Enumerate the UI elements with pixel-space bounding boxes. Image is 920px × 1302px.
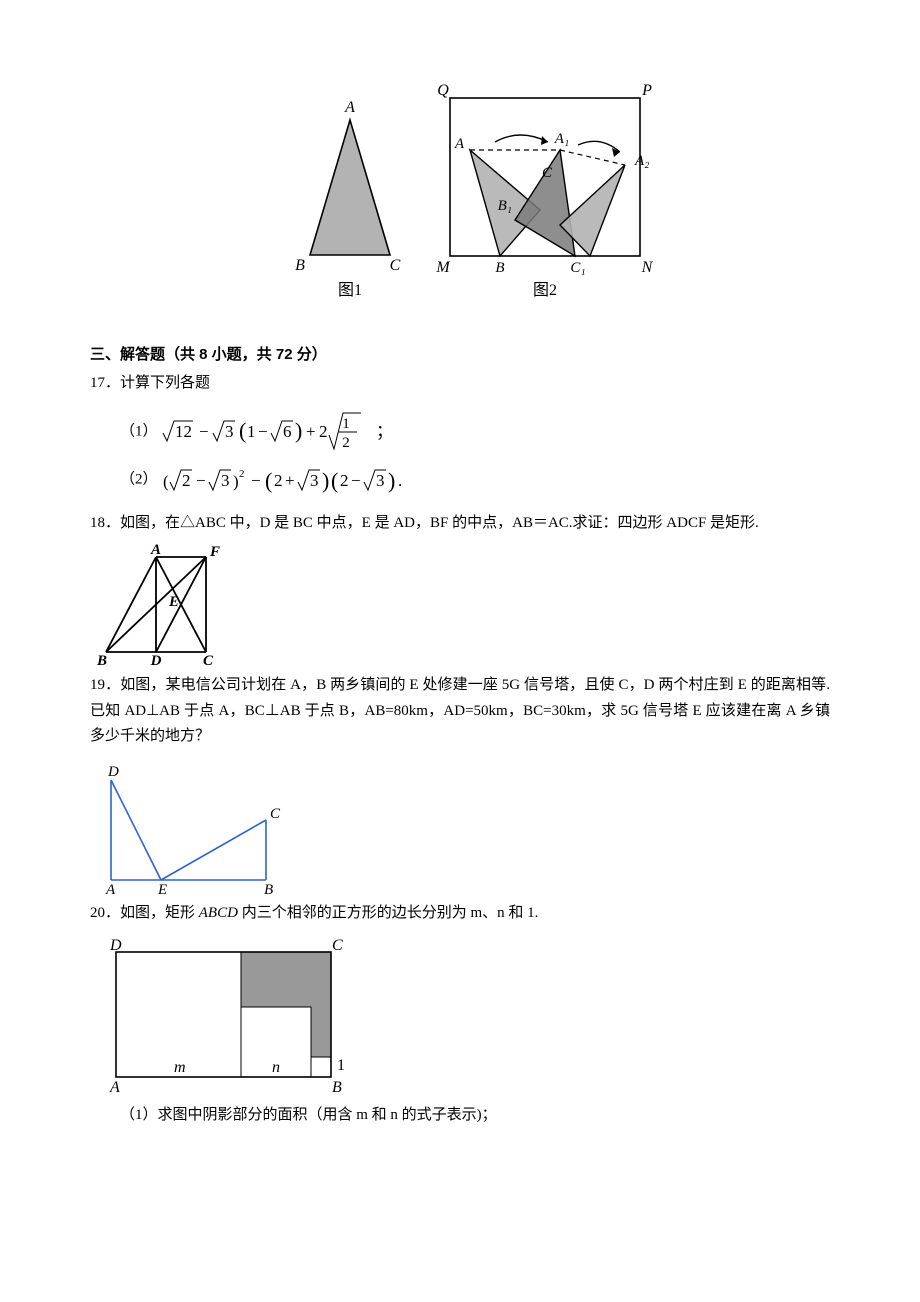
q18-B: B [96,653,107,667]
eq2-sqrt2: 2 [182,471,191,490]
fig2-label-Q: Q [437,82,449,99]
eq1-12: 12 [175,422,192,441]
eq2-minus3: − [351,471,361,490]
q16-svg: A B C 图1 Q P M N [260,80,660,310]
eq1-minus1: − [199,422,209,441]
q19-A: A [105,882,116,895]
q20-n: n [272,1059,280,1076]
eq2-plus: + [285,471,295,490]
q18-text: 18．如图，在△ABC 中，D 是 BC 中点，E 是 AD，BF 的中点，AB… [90,511,830,537]
fig2-label-Cmid: C₁ [570,260,585,276]
q20-A: A [109,1079,120,1096]
eq1-sqrt3: 3 [225,422,234,441]
eq2-two2: 2 [340,471,349,490]
eq2-lp2: ( [265,468,272,493]
eq2-sq: 2 [239,468,245,480]
q19-figure: D C A E B [96,760,286,895]
eq2-rp1: ) [233,472,239,491]
eq2-period: . [398,471,402,490]
q20-one: 1 [337,1057,345,1074]
q17-eq1: 12 − 3 ( 1 − 6 ) + 2 1 2 ； [161,407,401,457]
q16-figure: A B C 图1 Q P M N [90,80,830,320]
fig2-label-N: N [641,259,654,276]
fig1-label-B: B [295,257,305,274]
q19-B: B [264,882,273,895]
q17-eq2: ( 2 − 3 ) 2 − ( 2 + 3 ) ( 2 − 3 ) [161,463,451,497]
fig2-label-A2: A₂ [634,153,649,169]
q18-A: A [150,542,161,558]
eq1-plus: + [306,422,316,441]
q20-B: B [332,1079,342,1096]
eq2-rp2: ) [322,468,329,493]
q19-E: E [157,882,167,895]
q19-D: D [107,764,119,780]
q17-stem: 17．计算下列各题 [90,371,830,397]
eq1-num: 1 [343,416,351,432]
q19-C: C [270,806,281,822]
eq2-sqrt3a: 3 [221,471,230,490]
fig2-label-M: M [435,259,451,276]
q18-F: F [209,544,220,560]
fig2-label-P: P [641,82,652,99]
q20-stem-span: 20．如图，矩形 ABCD 内三个相邻的正方形的边长分别为 m、n 和 1. [90,905,538,921]
q20-D: D [109,937,122,954]
q17-part1-prefix: （1） [120,423,158,439]
eq2-lp3: ( [331,468,338,493]
fig1-label-C: C [390,257,401,274]
fig2-label-C: C [542,165,553,181]
eq1-den: 2 [343,435,351,451]
section-heading: 三、解答题（共 8 小题，共 72 分） [90,342,830,368]
eq2-minus2: − [251,471,261,490]
fig2-label-B1: B [495,260,504,276]
q18-E: E [168,594,179,610]
eq2-sqrt3c: 3 [376,471,385,490]
eq1-sqrt6: 6 [283,422,292,441]
q18-figure: A F B D C E [96,542,236,667]
fig2-label-Amid: A₁ [554,131,569,147]
q20-figure: D C A B m n 1 [96,932,356,1097]
q20-stem: 20．如图，矩形 ABCD 内三个相邻的正方形的边长分别为 m、n 和 1. [90,901,830,927]
q18-C: C [203,653,214,667]
eq2-minus1: − [196,471,206,490]
q19-text: 19．如图，某电信公司计划在 A，B 两乡镇间的 E 处修建一座 5G 信号塔，… [90,673,830,750]
q20-part1: （1）求图中阴影部分的面积（用含 m 和 n 的式子表示)； [120,1103,830,1129]
eq1-rp: ) [295,418,302,443]
fig2-caption: 图2 [533,282,557,299]
q17-part2: （2） ( 2 − 3 ) 2 − ( 2 + 3 ) ( 2 − [120,463,830,497]
q17-part1: （1） 12 − 3 ( 1 − 6 ) + 2 1 [120,407,830,457]
q18-D: D [150,653,162,667]
eq2-rp3: ) [388,468,395,493]
eq1-semi: ； [376,422,393,441]
eq1-lp: ( [239,418,246,443]
eq1-two: 2 [319,422,328,441]
fig2-label-Bmid: B₁ [498,198,512,214]
eq1-one: 1 [247,422,256,441]
fig1-label-A: A [344,99,355,116]
q20-C: C [332,937,343,954]
eq1-minus2: − [258,422,268,441]
fig1-caption: 图1 [338,282,362,299]
eq2-two: 2 [274,471,283,490]
fig2-label-A1: A [454,136,465,152]
q20-m: m [174,1059,186,1076]
eq2-lp1: ( [163,472,169,491]
eq2-sqrt3b: 3 [310,471,319,490]
q17-part2-prefix: （2） [120,471,158,487]
